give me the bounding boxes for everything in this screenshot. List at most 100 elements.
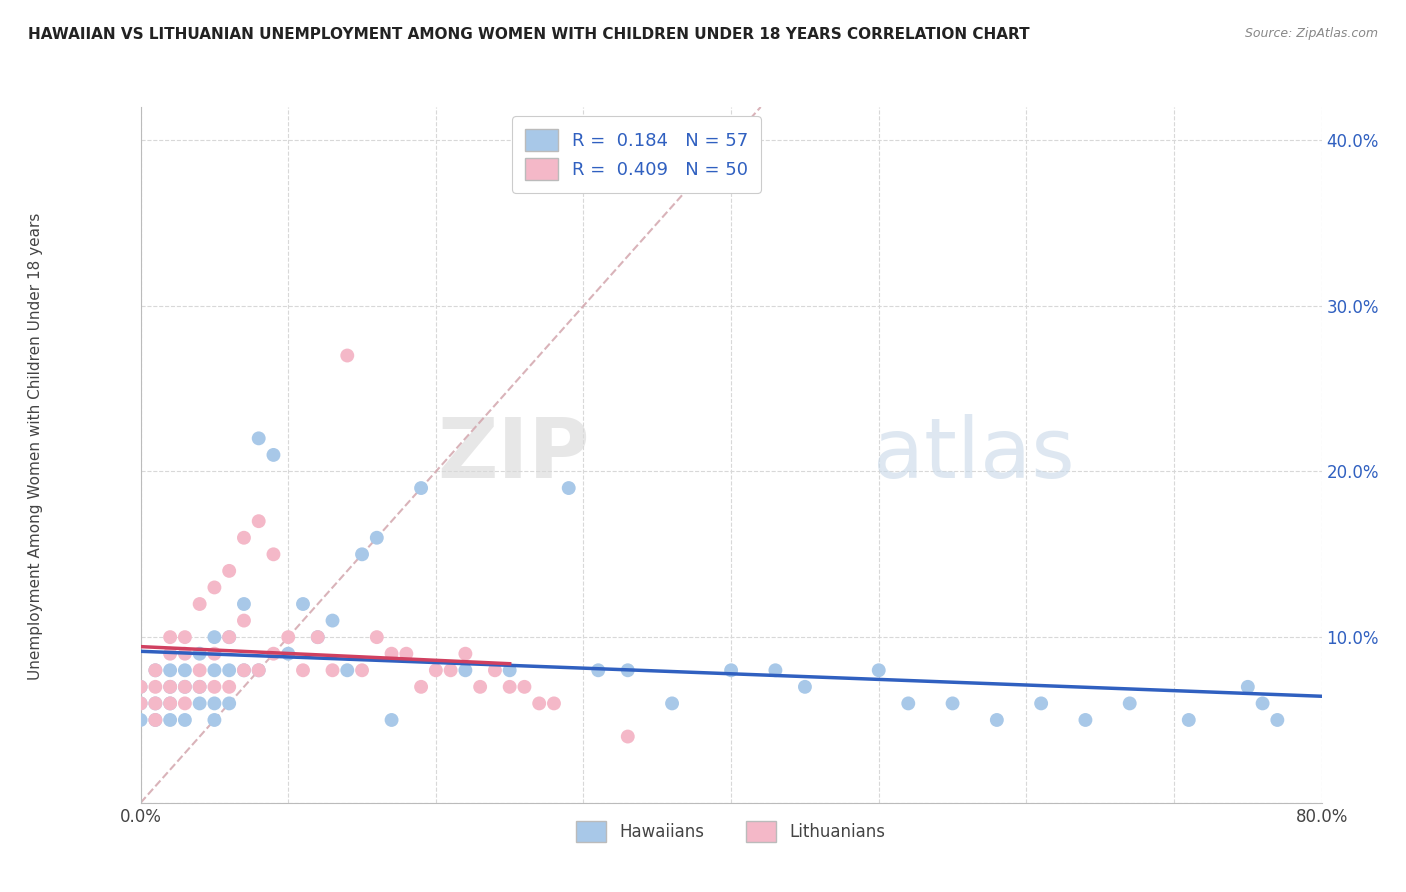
Point — [1265, 713, 1288, 727]
Point — [942, 697, 965, 711]
Point — [188, 680, 211, 694]
Point — [159, 630, 181, 644]
Point — [513, 680, 536, 694]
Point — [616, 663, 638, 677]
Point — [202, 647, 225, 661]
Point — [145, 713, 166, 727]
Point — [454, 663, 477, 677]
Point — [247, 514, 270, 528]
Point — [616, 730, 638, 744]
Point — [765, 663, 787, 677]
Point — [233, 663, 256, 677]
Point — [218, 630, 240, 644]
Point — [188, 697, 211, 711]
Point — [145, 663, 166, 677]
Point — [411, 680, 433, 694]
Point — [454, 647, 477, 661]
Point — [218, 663, 240, 677]
Point — [233, 663, 256, 677]
Point — [543, 697, 565, 711]
Point — [159, 713, 181, 727]
Point — [247, 663, 270, 677]
Point — [159, 680, 181, 694]
Point — [145, 697, 166, 711]
Point — [794, 680, 817, 694]
Point — [233, 531, 256, 545]
Point — [557, 481, 581, 495]
Point — [188, 597, 211, 611]
Point — [188, 680, 211, 694]
Point — [159, 680, 181, 694]
Point — [174, 647, 197, 661]
Point — [247, 663, 270, 677]
Point — [868, 663, 890, 677]
Point — [247, 431, 270, 445]
Point — [262, 647, 284, 661]
Point — [321, 663, 344, 677]
Point — [218, 680, 240, 694]
Point — [336, 349, 359, 363]
Point — [129, 680, 152, 694]
Point — [159, 697, 181, 711]
Point — [411, 481, 433, 495]
Point — [174, 680, 197, 694]
Point — [1251, 697, 1274, 711]
Point — [425, 663, 447, 677]
Point — [1074, 713, 1097, 727]
Point — [366, 531, 388, 545]
Point — [1029, 697, 1052, 711]
Text: Unemployment Among Women with Children Under 18 years: Unemployment Among Women with Children U… — [28, 212, 42, 680]
Point — [307, 630, 329, 644]
Point — [174, 680, 197, 694]
Point — [218, 564, 240, 578]
Point — [529, 697, 551, 711]
Text: ZIP: ZIP — [437, 415, 589, 495]
Point — [159, 647, 181, 661]
Point — [380, 713, 404, 727]
Point — [439, 663, 461, 677]
Point — [897, 697, 920, 711]
Point — [1119, 697, 1142, 711]
Point — [174, 713, 197, 727]
Point — [218, 630, 240, 644]
Text: Source: ZipAtlas.com: Source: ZipAtlas.com — [1244, 27, 1378, 40]
Point — [129, 697, 152, 711]
Point — [498, 663, 520, 677]
Point — [720, 663, 742, 677]
Point — [145, 680, 166, 694]
Point — [174, 630, 197, 644]
Point — [262, 448, 284, 462]
Point — [174, 697, 197, 711]
Point — [262, 547, 284, 561]
Point — [129, 713, 152, 727]
Point — [202, 630, 225, 644]
Point — [986, 713, 1008, 727]
Point — [498, 680, 520, 694]
Point — [395, 647, 418, 661]
Point — [233, 614, 256, 628]
Point — [352, 663, 374, 677]
Point — [174, 663, 197, 677]
Point — [188, 647, 211, 661]
Point — [145, 697, 166, 711]
Point — [159, 697, 181, 711]
Point — [1178, 713, 1201, 727]
Point — [366, 630, 388, 644]
Point — [336, 663, 359, 677]
Point — [307, 630, 329, 644]
Point — [129, 680, 152, 694]
Text: HAWAIIAN VS LITHUANIAN UNEMPLOYMENT AMONG WOMEN WITH CHILDREN UNDER 18 YEARS COR: HAWAIIAN VS LITHUANIAN UNEMPLOYMENT AMON… — [28, 27, 1029, 42]
Point — [233, 597, 256, 611]
Point — [159, 663, 181, 677]
Text: atlas: atlas — [873, 415, 1074, 495]
Point — [380, 647, 404, 661]
Legend: Hawaiians, Lithuanians: Hawaiians, Lithuanians — [568, 814, 894, 850]
Point — [1237, 680, 1260, 694]
Point — [277, 630, 299, 644]
Point — [470, 680, 492, 694]
Point — [202, 663, 225, 677]
Point — [277, 647, 299, 661]
Point — [352, 547, 374, 561]
Point — [202, 680, 225, 694]
Point — [188, 663, 211, 677]
